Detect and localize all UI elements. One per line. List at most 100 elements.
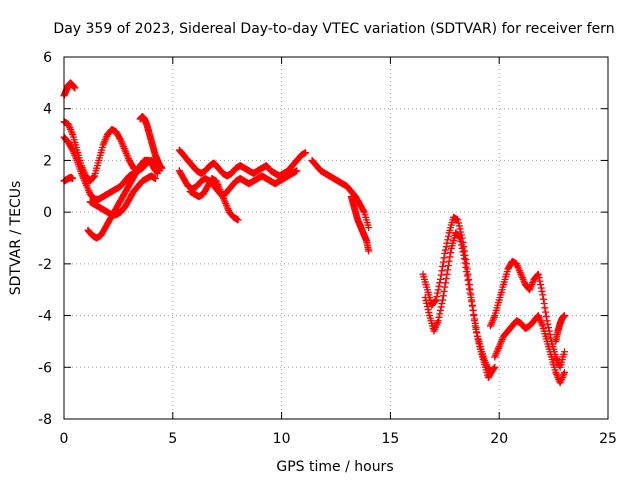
data-point: [442, 246, 450, 254]
data-point: [454, 216, 462, 224]
y-tick-label: -4: [38, 309, 52, 325]
data-point: [365, 247, 373, 255]
data-point: [442, 275, 450, 283]
data-point: [434, 286, 442, 294]
data-point: [436, 275, 444, 283]
data-point: [435, 313, 443, 321]
data-point: [457, 241, 465, 249]
data-point: [470, 311, 478, 319]
data-point: [468, 298, 476, 306]
data-point: [421, 293, 429, 301]
data-series-arc-l: [347, 193, 373, 255]
data-point: [539, 295, 547, 303]
data-point: [537, 281, 545, 289]
data-point: [442, 279, 450, 287]
data-point: [444, 232, 452, 240]
data-series-arc-p: [491, 312, 568, 387]
data-point: [463, 272, 471, 280]
data-point: [462, 256, 470, 264]
data-point: [537, 284, 545, 292]
data-point: [360, 207, 368, 215]
data-point: [90, 173, 98, 181]
y-axis-label: SDTVAR / TECUs: [8, 181, 24, 296]
data-point: [539, 291, 547, 299]
data-point: [153, 168, 161, 176]
data-point: [424, 306, 432, 314]
data-point: [465, 281, 473, 289]
data-series-arc-q: [552, 312, 568, 345]
data-point: [158, 164, 166, 172]
data-point: [434, 289, 442, 297]
x-tick-label: 5: [168, 431, 177, 447]
data-point: [464, 276, 472, 284]
data-point: [443, 270, 451, 278]
data-point: [439, 258, 447, 266]
y-tick-label: 2: [43, 153, 52, 169]
x-tick-label: 0: [60, 431, 69, 447]
x-axis-label: GPS time / hours: [276, 459, 393, 475]
data-point: [542, 308, 550, 316]
data-point: [465, 285, 473, 293]
data-point: [456, 225, 464, 233]
data-point: [460, 251, 468, 259]
y-tick-label: 4: [43, 102, 52, 118]
data-point: [542, 312, 550, 320]
data-point: [463, 268, 471, 276]
data-series-arc-o: [486, 257, 568, 371]
axis-ticks: 0 5 10 15 20 25 -8 -6 -4 -2 0 2 4 6: [38, 50, 617, 447]
data-point: [560, 348, 568, 356]
y-tick-label: -2: [38, 257, 52, 273]
data-point: [422, 296, 430, 304]
data-point: [439, 262, 447, 270]
data-series-arc-f: [86, 172, 159, 219]
data-point: [491, 363, 499, 371]
data-point: [365, 224, 373, 232]
data-point: [436, 306, 444, 314]
data-point: [462, 263, 470, 271]
data-point: [433, 293, 441, 301]
data-point: [460, 255, 468, 263]
data-point: [447, 249, 455, 257]
data-points: [60, 79, 568, 387]
data-point: [154, 169, 162, 177]
data-point: [439, 296, 447, 304]
x-tick-label: 10: [273, 431, 291, 447]
data-point: [455, 233, 463, 241]
y-tick-label: -8: [38, 412, 52, 428]
data-point: [437, 271, 445, 279]
data-point: [438, 300, 446, 308]
data-point: [68, 145, 76, 153]
data-point: [444, 266, 452, 274]
data-point: [151, 175, 159, 183]
data-series-arc-j: [186, 175, 242, 224]
data-point: [445, 257, 453, 265]
data-point: [459, 248, 467, 256]
data-point: [444, 262, 452, 270]
data-point: [540, 300, 548, 308]
plot-frame: [63, 56, 609, 420]
data-point: [469, 306, 477, 314]
data-point: [546, 331, 554, 339]
data-point: [439, 292, 447, 300]
data-point: [461, 259, 469, 267]
data-point: [560, 312, 568, 320]
data-point: [423, 303, 431, 311]
y-tick-label: 6: [43, 50, 52, 66]
data-point: [468, 302, 476, 310]
data-point: [234, 216, 242, 224]
data-point: [432, 296, 440, 304]
data-series-arc-n: [421, 229, 499, 376]
y-tick-label: 0: [43, 205, 52, 221]
data-point: [69, 175, 77, 183]
data-point: [560, 368, 568, 376]
data-point: [438, 267, 446, 275]
data-point: [457, 237, 465, 245]
data-point: [441, 283, 449, 291]
data-point: [440, 287, 448, 295]
data-point: [471, 319, 479, 327]
x-tick-label: 25: [599, 431, 617, 447]
data-point: [441, 250, 449, 258]
grid-lines: [64, 57, 608, 419]
